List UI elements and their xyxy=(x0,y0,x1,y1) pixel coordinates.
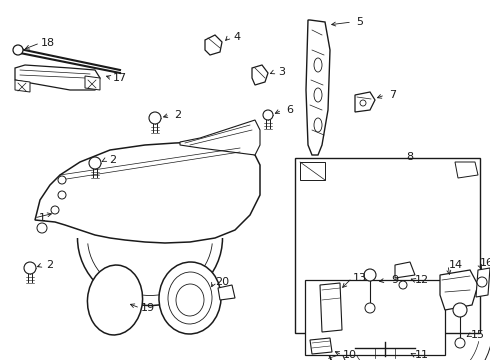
Polygon shape xyxy=(306,20,330,155)
Polygon shape xyxy=(310,338,332,354)
Circle shape xyxy=(51,206,59,214)
Text: 16: 16 xyxy=(480,258,490,268)
Text: 6: 6 xyxy=(287,105,294,115)
Circle shape xyxy=(13,45,23,55)
Text: 3: 3 xyxy=(278,67,286,77)
Ellipse shape xyxy=(168,272,212,324)
Circle shape xyxy=(24,262,36,274)
Polygon shape xyxy=(15,80,30,92)
Text: 5: 5 xyxy=(357,17,364,27)
Text: 17: 17 xyxy=(113,73,127,83)
Text: 2: 2 xyxy=(109,155,117,165)
Text: 8: 8 xyxy=(406,152,414,162)
Ellipse shape xyxy=(314,58,322,72)
Ellipse shape xyxy=(314,118,322,132)
Text: 2: 2 xyxy=(47,260,53,270)
Circle shape xyxy=(360,100,366,106)
Text: 1: 1 xyxy=(39,213,46,223)
Polygon shape xyxy=(300,162,325,180)
Text: 18: 18 xyxy=(41,38,55,48)
Circle shape xyxy=(453,303,467,317)
Text: 7: 7 xyxy=(390,90,396,100)
Text: 19: 19 xyxy=(141,303,155,313)
Circle shape xyxy=(89,157,101,169)
Text: 20: 20 xyxy=(215,277,229,287)
Circle shape xyxy=(58,191,66,199)
Circle shape xyxy=(149,112,161,124)
Polygon shape xyxy=(218,285,235,300)
Polygon shape xyxy=(85,76,100,90)
Ellipse shape xyxy=(314,88,322,102)
Circle shape xyxy=(58,176,66,184)
Polygon shape xyxy=(180,120,260,155)
Circle shape xyxy=(399,281,407,289)
Polygon shape xyxy=(395,262,415,278)
Text: 14: 14 xyxy=(449,260,463,270)
Circle shape xyxy=(477,277,487,287)
Ellipse shape xyxy=(176,284,204,316)
Polygon shape xyxy=(205,35,222,55)
Polygon shape xyxy=(320,283,342,332)
Text: 2: 2 xyxy=(174,110,182,120)
Polygon shape xyxy=(455,162,478,178)
Text: 9: 9 xyxy=(392,275,398,285)
Polygon shape xyxy=(355,92,375,112)
Circle shape xyxy=(364,269,376,281)
Polygon shape xyxy=(476,268,490,297)
Bar xyxy=(305,280,445,355)
Text: 12: 12 xyxy=(415,275,429,285)
Polygon shape xyxy=(35,142,260,243)
Text: 4: 4 xyxy=(233,32,241,42)
Polygon shape xyxy=(15,65,100,90)
Ellipse shape xyxy=(87,265,143,335)
Ellipse shape xyxy=(159,262,221,334)
Text: 10: 10 xyxy=(343,350,357,360)
Circle shape xyxy=(37,223,47,233)
Bar xyxy=(295,158,480,333)
Polygon shape xyxy=(440,270,478,310)
Text: 15: 15 xyxy=(471,330,485,340)
Circle shape xyxy=(365,303,375,313)
Circle shape xyxy=(263,110,273,120)
Text: 13: 13 xyxy=(353,273,367,283)
Text: 11: 11 xyxy=(415,350,429,360)
Polygon shape xyxy=(252,65,268,85)
Circle shape xyxy=(455,338,465,348)
